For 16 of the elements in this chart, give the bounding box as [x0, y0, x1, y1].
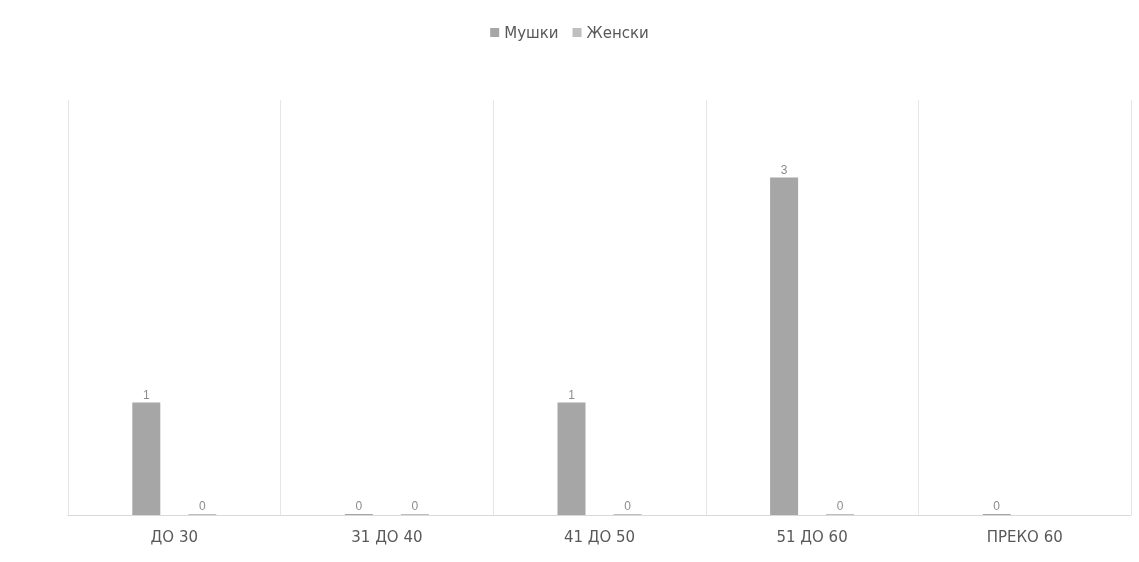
x-tick-label: 31 ДО 40	[351, 527, 423, 546]
data-label: 0	[993, 499, 1001, 513]
data-label: 1	[142, 387, 150, 402]
x-tick-label: 51 ДО 60	[776, 527, 848, 546]
data-label: 0	[624, 499, 632, 513]
data-label: 1	[568, 387, 576, 402]
data-label: 0	[198, 499, 206, 513]
data-label: 0	[836, 499, 844, 513]
legend-label: Женски	[586, 23, 649, 42]
x-tick-label: 41 ДО 50	[563, 527, 636, 546]
data-label: 3	[780, 162, 788, 177]
x-tick-label: ДО 30	[150, 527, 198, 546]
data-label: 0	[411, 499, 419, 513]
legend-label: Мушки	[504, 23, 559, 42]
data-label: 0	[355, 499, 363, 513]
x-tick-label: ПРЕКО 60	[986, 527, 1063, 546]
